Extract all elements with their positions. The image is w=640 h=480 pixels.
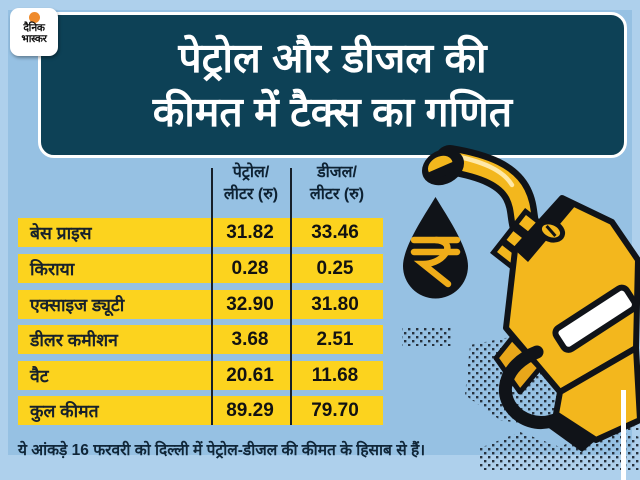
diesel-value: 31.80 [311,293,359,315]
diesel-value: 2.51 [316,328,354,350]
orange-sun-icon [28,12,40,23]
row-label: कुल कीमत [30,400,99,421]
diesel-value: 0.25 [316,257,354,279]
table-row: किराया 0.28 0.25 [18,254,383,283]
row-label: वैट [30,365,49,386]
petrol-value: 0.28 [231,257,269,279]
table-row: एक्साइज ड्यूटी 32.90 31.80 [18,290,383,319]
table-row: बेस प्राइस 31.82 33.46 [18,218,383,247]
column-header-petrol-line1: पेट्रोल/ [232,164,270,181]
brand-name-line2: भास्कर [21,33,47,46]
column-header-petrol: पेट्रोल/ लीटर (रु) [213,162,289,207]
petrol-value: 32.90 [226,293,274,315]
petrol-value: 20.61 [226,364,274,386]
title-line-1: पेट्रोल और डीजल की [178,34,487,81]
title-line-2: कीमत में टैक्स का गणित [152,89,513,135]
column-header-diesel: डीजल/ लीटर (रु) [291,162,383,207]
column-header-diesel-line1: डीजल/ [317,164,357,181]
diesel-value: 33.46 [311,221,359,243]
title-banner: पेट्रोल और डीजल की कीमत में टैक्स का गणि… [38,12,627,158]
column-header-diesel-line2: लीटर (रु) [309,186,365,204]
petrol-value: 31.82 [226,221,274,243]
row-label: किराया [30,258,75,279]
row-label: एक्साइज ड्यूटी [30,294,125,315]
footnote: ये आंकड़े 16 फरवरी को दिल्ली में पेट्रोल… [18,442,426,459]
column-divider [290,168,292,425]
row-label: बेस प्राइस [30,222,92,243]
table-row: डीलर कमीशन 3.68 2.51 [18,325,383,354]
column-divider [211,168,213,425]
row-label: डीलर कमीशन [30,329,118,350]
table-row: वैट 20.61 11.68 [18,361,383,390]
column-header-petrol-line2: लीटर (रु) [223,186,279,204]
brand-name-line1: दैनिक [23,22,45,34]
table-row: कुल कीमत 89.29 79.70 [18,396,383,425]
petrol-value: 89.29 [226,399,274,421]
diesel-value: 11.68 [311,364,359,386]
brand-logo: दैनिक भास्कर [10,8,58,56]
petrol-value: 3.68 [231,328,269,350]
diesel-value: 79.70 [311,399,359,421]
